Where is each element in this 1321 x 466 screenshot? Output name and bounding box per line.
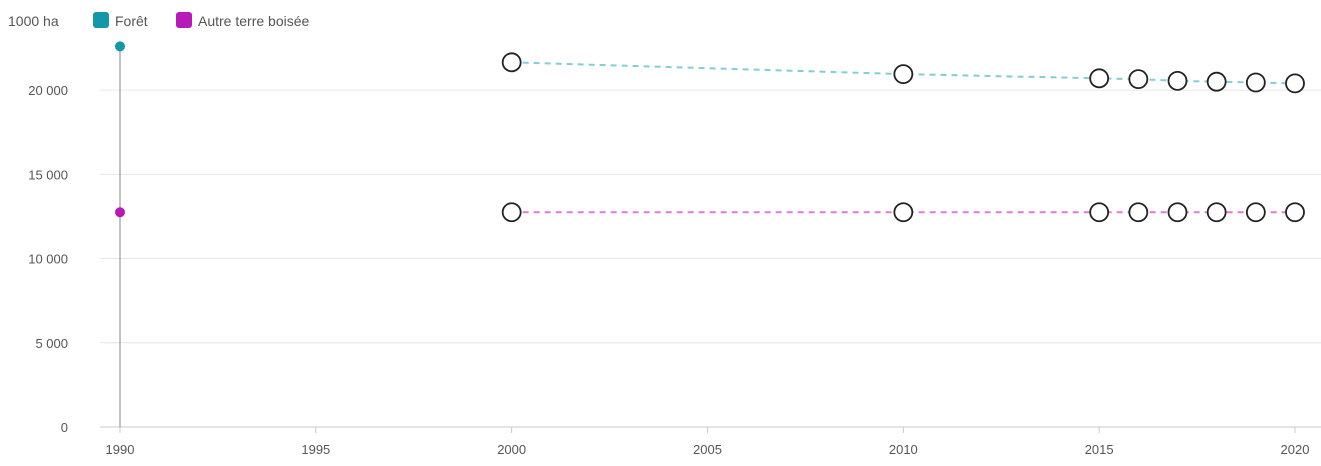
x-tick-label: 2005 [693, 442, 722, 457]
data-point[interactable] [1128, 69, 1149, 90]
y-tick-label: 10 000 [28, 252, 68, 267]
y-tick-label: 15 000 [28, 167, 68, 182]
data-point[interactable] [1206, 71, 1227, 92]
legend: 1000 ha Forêt Autre terre boisée [8, 12, 309, 29]
data-point[interactable] [501, 202, 522, 223]
unit-label: 1000 ha [8, 13, 59, 29]
y-tick-label: 20 000 [28, 83, 68, 98]
data-point[interactable] [501, 52, 522, 73]
x-tick-label: 2000 [497, 442, 526, 457]
data-point[interactable] [1285, 202, 1305, 223]
data-point-highlighted[interactable] [115, 207, 125, 218]
data-point[interactable] [1167, 202, 1188, 223]
y-axis: 0 5 000 10 000 15 000 20 000 [28, 83, 68, 435]
data-point[interactable] [1089, 202, 1110, 223]
data-point[interactable] [1285, 73, 1305, 94]
data-point[interactable] [1245, 72, 1266, 93]
x-axis: 1990 1995 2000 2005 2010 2015 2020 [100, 426, 1321, 457]
x-tick-label: 1995 [301, 442, 330, 457]
data-point[interactable] [1167, 70, 1188, 91]
data-point-highlighted[interactable] [115, 41, 125, 52]
series-0 [115, 41, 1305, 94]
data-point[interactable] [1206, 202, 1227, 223]
x-tick-label: 2015 [1085, 442, 1114, 457]
x-tick-label: 1990 [106, 442, 135, 457]
data-point[interactable] [1128, 202, 1149, 223]
legend-item-foret[interactable]: Forêt [93, 12, 148, 29]
x-tick-label: 2020 [1281, 442, 1310, 457]
legend-swatch-foret [93, 12, 109, 28]
data-point[interactable] [1245, 202, 1266, 223]
legend-swatch-autre-terre-boisee [176, 12, 192, 28]
x-tick-label: 2010 [889, 442, 918, 457]
data-point[interactable] [893, 64, 914, 85]
legend-label-autre-terre-boisee: Autre terre boisée [198, 13, 309, 29]
y-tick-label: 5 000 [35, 336, 68, 351]
data-point[interactable] [1089, 68, 1110, 89]
gridlines [100, 89, 1321, 344]
legend-label-foret: Forêt [115, 13, 148, 29]
data-point[interactable] [893, 202, 914, 223]
y-tick-label: 0 [61, 420, 68, 435]
series-1 [115, 202, 1305, 223]
series [115, 41, 1305, 427]
legend-item-autre-terre-boisee[interactable]: Autre terre boisée [176, 12, 309, 29]
